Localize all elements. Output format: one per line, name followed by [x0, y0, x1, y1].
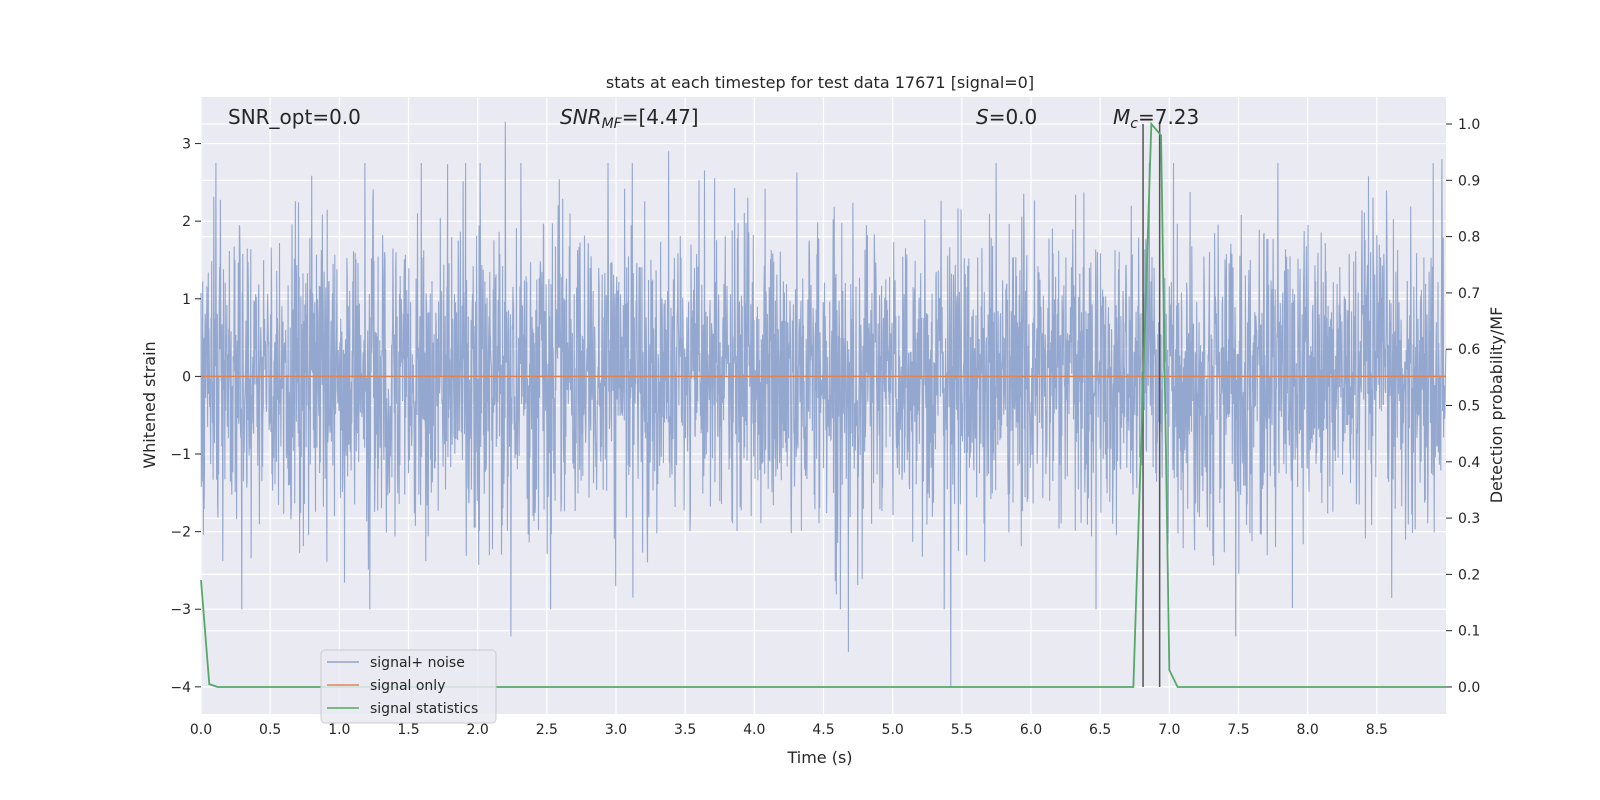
axes: 0.0 0.5 1.0 1.5 2.0 2.5 3.0 3.5 4.0 4.5 5.0 5.5 6.0 6…: [170, 117, 1480, 738]
marks: [200, 121, 1447, 688]
y2-tick-label: 0.3: [1458, 511, 1480, 527]
y-tick-label: 3: [182, 137, 191, 153]
legend-label-statistics: signal statistics: [370, 701, 478, 717]
y-tick-label: −4: [170, 680, 191, 696]
x-tick-label: 0.0: [190, 722, 212, 738]
x-tick-label: 6.5: [1089, 722, 1111, 738]
x-tick-label: 0.5: [259, 722, 281, 738]
x-tick-label: 8.0: [1297, 722, 1319, 738]
s-val: =0.0: [989, 105, 1038, 129]
mc-sub: c: [1130, 116, 1138, 132]
x-tick-label: 1.0: [328, 722, 350, 738]
legend-box: [320, 649, 497, 724]
legend-label-signal: signal only: [370, 678, 445, 694]
legend-label-noise: signal+ noise: [370, 655, 465, 671]
x-tick-label: 6.0: [1020, 722, 1042, 738]
y2-tick-label: 0.8: [1458, 230, 1480, 246]
x-tick-label: 7.5: [1227, 722, 1249, 738]
mc-val: =7.23: [1138, 105, 1199, 129]
x-tick-label: 3.0: [605, 722, 627, 738]
s-main: S: [976, 105, 989, 129]
annotation-snr-opt: SNR_opt=0.0: [228, 105, 361, 129]
y2-tick-label: 0.2: [1458, 567, 1480, 583]
x-tick-label: 2.0: [467, 722, 489, 738]
snr-mf-sub: MF: [602, 116, 623, 132]
x-tick-label: 1.5: [397, 722, 419, 738]
legend: signal+ noise signal only signal statist…: [320, 649, 497, 724]
y-tick-label: 1: [182, 292, 191, 308]
y2-tick-label: 0.1: [1458, 624, 1480, 640]
x-tick-label: 4.0: [743, 722, 765, 738]
x-axis-label: Time (s): [786, 748, 852, 767]
y2-tick-label: 0.9: [1458, 173, 1480, 189]
y-tick-label: −1: [170, 447, 191, 463]
x-tick-label: 8.5: [1366, 722, 1388, 738]
x-tick-label: 2.5: [536, 722, 558, 738]
annotation-snr-mf: SNRMF=[4.47]: [560, 105, 699, 132]
annotation-s: S=0.0: [976, 105, 1037, 129]
y-tick-label: −3: [170, 602, 191, 618]
mc-main: M: [1113, 105, 1130, 129]
y2-tick-label: 0.0: [1458, 680, 1480, 696]
x-tick-label: 5.5: [951, 722, 973, 738]
noise-series: [200, 121, 1447, 687]
snr-mf-main: SNR: [560, 105, 602, 129]
y-tick-label: 0: [182, 369, 191, 385]
y-tick-label: 2: [182, 214, 191, 230]
x-tick-label: 4.5: [812, 722, 834, 738]
annotation-mc: Mc=7.23: [1113, 105, 1199, 132]
y2-tick-label: 0.6: [1458, 342, 1480, 358]
chart-title: stats at each timestep for test data 176…: [606, 73, 1034, 92]
y2-tick-label: 1.0: [1458, 117, 1480, 133]
x-tick-label: 5.0: [882, 722, 904, 738]
y2-axis-label: Detection probability/MF: [1487, 307, 1506, 504]
x-tick-label: 3.5: [674, 722, 696, 738]
snr-mf-val: =[4.47]: [622, 105, 699, 129]
y2-tick-label: 0.7: [1458, 286, 1480, 302]
y-axis-label: Whitened strain: [140, 341, 159, 468]
series-signal-noise: [200, 121, 1447, 687]
y2-tick-label: 0.4: [1458, 455, 1480, 471]
x-tick-label: 7.0: [1158, 722, 1180, 738]
y-tick-label: −2: [170, 525, 191, 541]
y2-tick-label: 0.5: [1458, 399, 1480, 415]
